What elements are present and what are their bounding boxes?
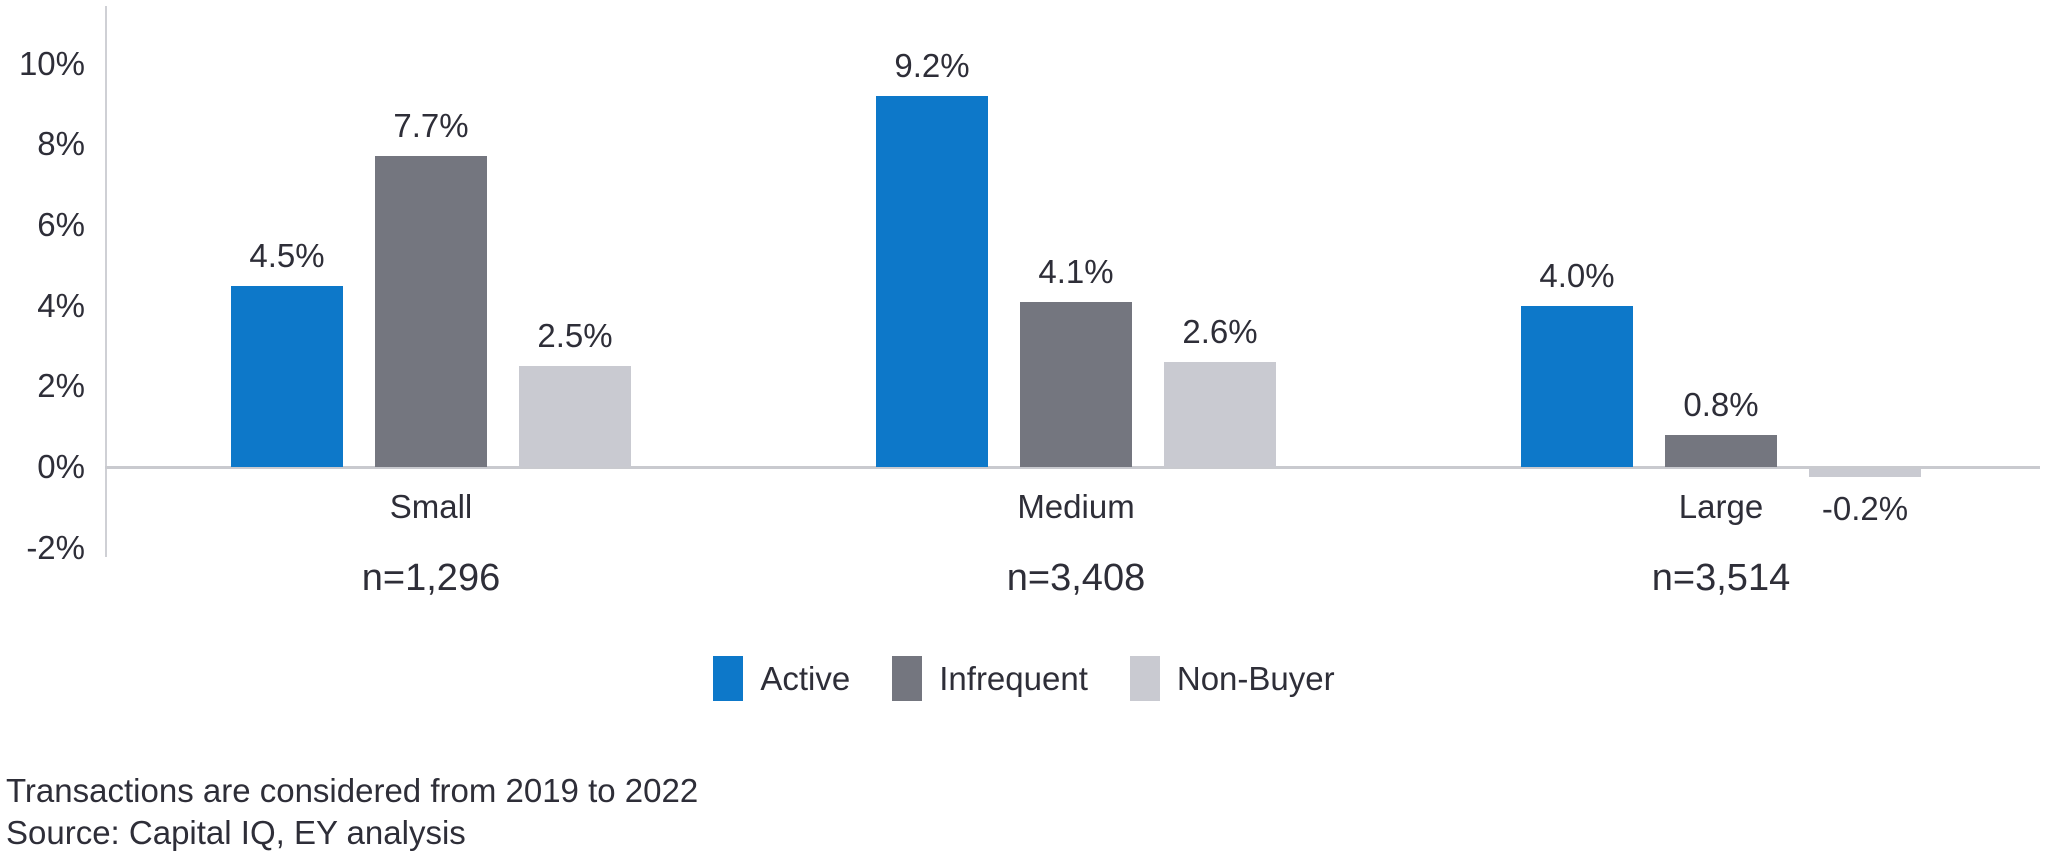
bar-infrequent-large — [1665, 434, 1777, 467]
bar-value-label-infrequent-large: 0.8% — [1683, 385, 1759, 423]
legend-swatch-active — [713, 656, 744, 701]
y-tick-label-2-: 2% — [37, 367, 85, 405]
bar-non-buyer-medium — [1164, 362, 1276, 467]
footnote-source: Source: Capital IQ, EY analysis — [6, 814, 466, 851]
y-axis-line — [105, 6, 107, 557]
bar-non-buyer-small — [519, 366, 631, 467]
legend-item-infrequent: Infrequent — [892, 656, 1088, 701]
sample-size-label-large: n=3,514 — [1651, 557, 1791, 599]
legend-label-infrequent: Infrequent — [939, 659, 1088, 697]
legend-label-non-buyer: Non-Buyer — [1176, 659, 1335, 697]
y-tick-label-8-: 8% — [37, 125, 85, 163]
legend-swatch-non-buyer — [1129, 656, 1160, 701]
category-label-large: Large — [1678, 488, 1764, 525]
legend-swatch-infrequent — [892, 656, 923, 701]
bar-value-label-non-buyer-large: -0.2% — [1821, 490, 1909, 528]
y-tick-label-10-: 10% — [18, 44, 85, 82]
y-tick-label--2-: -2% — [26, 528, 85, 566]
bar-value-label-non-buyer-small: 2.5% — [537, 317, 613, 355]
bar-value-label-active-medium: 9.2% — [894, 46, 970, 84]
legend-label-active: Active — [760, 659, 851, 697]
bar-active-medium — [876, 95, 988, 467]
bar-value-label-infrequent-small: 7.7% — [393, 107, 469, 145]
footnotes: Transactions are considered from 2019 to… — [6, 770, 698, 854]
bar-value-label-active-large: 4.0% — [1539, 256, 1615, 294]
bar-value-label-non-buyer-medium: 2.6% — [1182, 313, 1258, 351]
bar-infrequent-small — [375, 156, 487, 467]
category-label-small: Small — [389, 488, 473, 525]
bar-active-large — [1521, 305, 1633, 467]
bar-non-buyer-large — [1809, 469, 1921, 478]
sample-size-label-medium: n=3,408 — [1006, 557, 1146, 599]
legend-item-non-buyer: Non-Buyer — [1129, 656, 1335, 701]
zero-baseline — [105, 466, 2040, 469]
legend-item-active: Active — [713, 656, 850, 701]
y-tick-label-4-: 4% — [37, 286, 85, 324]
y-tick-label-6-: 6% — [37, 206, 85, 244]
category-label-medium: Medium — [1017, 488, 1135, 525]
bar-active-small — [231, 285, 343, 467]
footnote-transactions: Transactions are considered from 2019 to… — [6, 772, 699, 809]
sample-size-label-small: n=1,296 — [361, 557, 501, 599]
bar-infrequent-medium — [1020, 301, 1132, 467]
legend: Active Infrequent Non-Buyer — [0, 656, 2048, 701]
bar-value-label-active-small: 4.5% — [249, 236, 325, 274]
bar-value-label-infrequent-medium: 4.1% — [1038, 252, 1114, 290]
y-tick-label-0-: 0% — [37, 448, 85, 485]
